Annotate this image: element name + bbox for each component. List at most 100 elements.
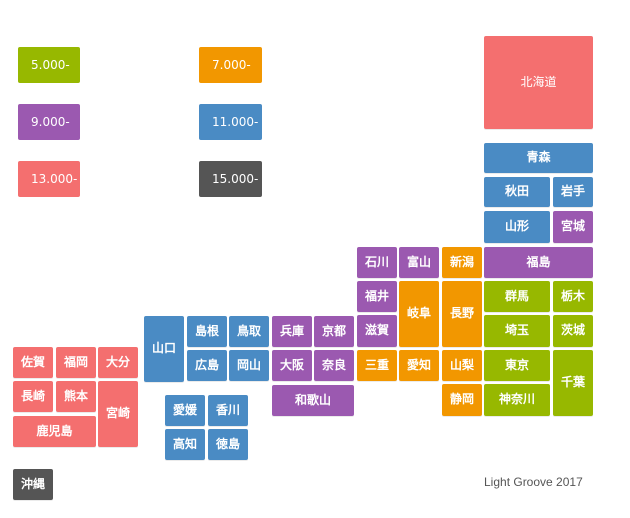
pref-label: 東京 [504,357,529,372]
pref-tokushima[interactable]: 徳島 [208,429,248,460]
pref-kyoto[interactable]: 京都 [314,316,354,347]
pref-label: 奈良 [321,357,346,372]
pref-tokyo[interactable]: 東京 [484,350,550,381]
pref-okayama[interactable]: 岡山 [229,350,269,381]
pref-niigata[interactable]: 新潟 [442,247,482,278]
pref-ehime[interactable]: 愛媛 [165,395,205,426]
pref-label: 岩手 [560,184,585,199]
legend-13000: 13.000- [18,161,80,197]
pref-label: 栃木 [560,288,585,303]
pref-label: 北海道 [520,74,557,89]
pref-tottori[interactable]: 鳥取 [229,316,269,347]
pref-label: 高知 [172,436,197,451]
pref-label: 石川 [364,254,389,269]
pref-kumamoto[interactable]: 熊本 [56,381,96,412]
pref-ibaraki[interactable]: 茨城 [553,315,593,347]
pref-label: 三重 [364,357,389,372]
pref-kochi[interactable]: 高知 [165,429,205,460]
pref-kagawa[interactable]: 香川 [208,395,248,426]
legend-7000: 7.000- [199,47,262,83]
pref-label: 鹿児島 [36,423,73,438]
pref-label: 鳥取 [236,323,261,338]
pref-label: 京都 [321,323,346,338]
pref-hyogo[interactable]: 兵庫 [272,316,312,347]
pref-label: 山梨 [449,357,474,372]
pref-gifu[interactable]: 岐阜 [399,281,439,347]
legend-label: 7.000- [212,58,251,72]
pref-nagano[interactable]: 長野 [442,281,482,347]
pref-nara[interactable]: 奈良 [314,350,354,381]
pref-hokkaido[interactable]: 北海道 [484,36,593,129]
pref-akita[interactable]: 秋田 [484,177,550,207]
pref-aomori[interactable]: 青森 [484,143,593,173]
pref-label: 佐賀 [20,354,45,369]
pref-mie[interactable]: 三重 [357,350,397,381]
pref-label: 兵庫 [279,323,304,338]
pref-label: 大阪 [279,357,304,372]
pref-toyama[interactable]: 富山 [399,247,439,278]
pref-saitama[interactable]: 埼玉 [484,315,550,347]
legend-label: 9.000- [31,115,70,129]
pref-saga[interactable]: 佐賀 [13,347,53,378]
legend-9000: 9.000- [18,104,80,140]
pref-shimane[interactable]: 島根 [187,316,227,347]
pref-label: 香川 [215,402,240,417]
pref-hiroshima[interactable]: 広島 [187,350,227,381]
legend-label: 13.000- [31,172,78,186]
pref-label: 新潟 [449,254,474,269]
pref-osaka[interactable]: 大阪 [272,350,312,381]
pref-yamaguchi[interactable]: 山口 [144,316,184,382]
pref-aichi[interactable]: 愛知 [399,350,439,381]
pref-label: 岐阜 [406,306,431,321]
pref-label: 埼玉 [504,323,529,338]
pref-shizuoka[interactable]: 静岡 [442,384,482,416]
pref-fukui[interactable]: 福井 [357,281,397,312]
pref-fukuoka[interactable]: 福岡 [56,347,96,378]
pref-nagasaki[interactable]: 長崎 [13,381,53,412]
pref-yamanashi[interactable]: 山梨 [442,350,482,381]
legend-label: 15.000- [212,172,259,186]
pref-label: 千葉 [560,375,585,390]
pref-shiga[interactable]: 滋賀 [357,315,397,347]
legend-15000: 15.000- [199,161,262,197]
pref-ishikawa[interactable]: 石川 [357,247,397,278]
pref-label: 宮崎 [105,406,130,421]
pref-label: 山形 [504,219,529,234]
pref-yamagata[interactable]: 山形 [484,211,550,243]
pref-label: 福岡 [63,354,88,369]
pref-label: 徳島 [215,436,240,451]
pref-iwate[interactable]: 岩手 [553,177,593,207]
legend-11000: 11.000- [199,104,262,140]
pref-label: 滋賀 [364,323,389,338]
pref-label: 長野 [449,306,474,321]
pref-chiba[interactable]: 千葉 [553,350,593,416]
pref-gunma[interactable]: 群馬 [484,281,550,312]
pref-oita[interactable]: 大分 [98,347,138,378]
legend-label: 11.000- [212,115,259,129]
pref-tochigi[interactable]: 栃木 [553,281,593,312]
pref-label: 長崎 [20,388,45,403]
pref-miyagi[interactable]: 宮城 [553,211,593,243]
pref-label: 宮城 [560,219,585,234]
pref-kagoshima[interactable]: 鹿児島 [13,416,96,447]
pref-label: 茨城 [560,323,585,338]
pref-label: 群馬 [504,288,529,303]
pref-label: 愛知 [406,357,431,372]
pref-label: 熊本 [63,388,88,403]
pref-label: 広島 [194,357,219,372]
pref-label: 青森 [526,150,551,165]
pref-okinawa[interactable]: 沖縄 [13,469,53,500]
legend-label: 5.000- [31,58,70,72]
pref-wakayama[interactable]: 和歌山 [272,385,354,416]
pref-label: 静岡 [449,392,474,407]
pref-kanagawa[interactable]: 神奈川 [484,384,550,416]
pref-miyazaki[interactable]: 宮崎 [98,381,138,447]
pref-label: 岡山 [236,357,261,372]
pref-label: 福島 [526,254,551,269]
pref-label: 山口 [151,341,176,356]
legend-5000: 5.000- [18,47,80,83]
pref-label: 富山 [406,254,431,269]
pref-fukushima[interactable]: 福島 [484,247,593,278]
pref-label: 島根 [194,323,219,338]
pref-label: 神奈川 [498,392,535,407]
